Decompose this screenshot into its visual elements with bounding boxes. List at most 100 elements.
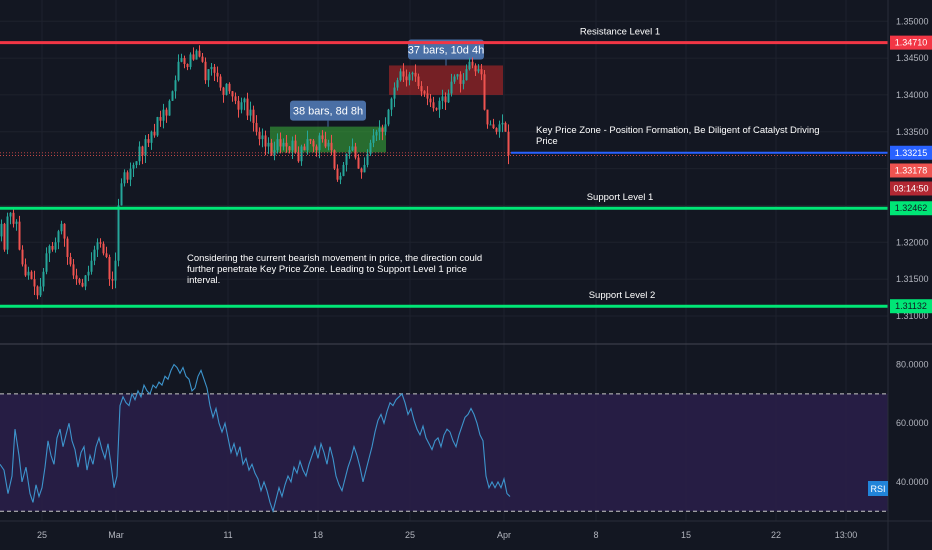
candle-body <box>276 139 279 151</box>
candle-body <box>420 86 423 92</box>
candle-body <box>237 100 240 110</box>
candle-body <box>156 117 159 136</box>
rsi-label-box[interactable] <box>868 481 888 496</box>
candle-body <box>102 243 105 254</box>
candle-body <box>189 54 192 67</box>
candle-body <box>0 223 3 237</box>
candle-body <box>105 253 108 258</box>
candle-body <box>234 96 237 101</box>
candle-body <box>180 58 183 62</box>
date-tick-label: 25 <box>37 530 47 540</box>
rsi-axis[interactable]: 80.0000 60.0000 40.0000 <box>896 360 929 487</box>
candle-body <box>33 279 36 287</box>
support-2-tag <box>890 299 932 314</box>
candle-body <box>12 212 15 224</box>
candle-body <box>123 172 126 184</box>
candle-body <box>297 152 300 162</box>
candles <box>0 45 510 300</box>
candle-body <box>153 131 156 136</box>
candle-body <box>360 168 363 173</box>
note-line-3: interval. <box>187 275 220 286</box>
candle-body <box>354 146 357 158</box>
candle-body <box>222 87 225 95</box>
candle-body <box>381 128 384 132</box>
candle-body <box>84 275 87 287</box>
candle-body <box>216 72 219 77</box>
candle-body <box>72 264 75 276</box>
candle-body <box>411 72 414 75</box>
candle-body <box>426 93 429 99</box>
candle-body <box>165 109 168 116</box>
date-tick-label: Mar <box>108 530 124 540</box>
price-tick-label: 1.35000 <box>896 16 929 26</box>
candle-body <box>183 58 186 64</box>
candle-body <box>372 135 375 143</box>
current-price-tag <box>890 163 932 178</box>
countdown-tag <box>890 181 932 196</box>
note-line-2: further penetrate Key Price Zone. Leadin… <box>187 264 467 275</box>
candle-body <box>384 124 387 132</box>
candle-body <box>18 221 21 250</box>
candle-body <box>225 83 228 95</box>
candle-body <box>228 83 231 92</box>
time-axis[interactable]: 25 Mar 11 18 25 Apr 8 15 22 13:00 <box>37 530 857 540</box>
candle-body <box>243 98 246 103</box>
candle-body <box>486 109 489 125</box>
candle-body <box>339 175 342 180</box>
price-tick-label: 1.34000 <box>896 90 929 100</box>
candle-body <box>324 139 327 147</box>
candle-body <box>240 102 243 110</box>
candle-body <box>168 100 171 116</box>
candle-body <box>150 131 153 143</box>
support-1-tag-label: 1.32462 <box>895 203 928 213</box>
candle-body <box>66 238 69 258</box>
date-tick-label: 22 <box>771 530 781 540</box>
candle-body <box>30 271 33 280</box>
candle-body <box>42 271 45 287</box>
candle-body <box>321 135 324 140</box>
candle-body <box>441 96 444 101</box>
support-1-label: Support Level 1 <box>587 192 654 203</box>
candle-body <box>246 98 249 116</box>
range-red-bubble[interactable] <box>408 39 484 60</box>
candle-body <box>81 282 84 287</box>
candle-body <box>60 223 63 232</box>
candle-body <box>21 249 24 265</box>
candle-body <box>288 146 291 151</box>
price-tick-label: 1.31500 <box>896 274 929 284</box>
candle-body <box>282 142 285 147</box>
candle-body <box>303 146 306 151</box>
support-2-tag-label: 1.31132 <box>895 301 927 311</box>
price-tick-label: 1.33500 <box>896 127 929 137</box>
price-tags: 1.34710 1.32462 1.31132 1.33215 1.33178 03:14… <box>890 35 932 314</box>
candle-body <box>249 109 252 116</box>
candle-body <box>456 74 459 77</box>
candle-body <box>51 245 54 250</box>
date-tick-label: 18 <box>313 530 323 540</box>
candle-body <box>357 157 360 169</box>
candle-body <box>126 172 129 180</box>
levels[interactable]: Resistance Level 1 Support Level 1 Support… <box>0 27 888 308</box>
candle-body <box>399 71 402 81</box>
candle-body <box>177 61 180 81</box>
range-green-bubble[interactable] <box>290 100 366 121</box>
candle-body <box>279 139 282 147</box>
candle-body <box>471 61 474 66</box>
candle-body <box>186 63 189 67</box>
candle-body <box>504 122 507 132</box>
key-zone-tag-label: 1.33215 <box>895 148 928 158</box>
candle-body <box>363 164 366 173</box>
candle-body <box>144 139 147 156</box>
candle-body <box>408 74 411 81</box>
candle-body <box>261 135 264 140</box>
candle-body <box>300 146 303 162</box>
candle-body <box>447 93 450 103</box>
candle-body <box>432 102 435 109</box>
resistance-1-label: Resistance Level 1 <box>580 27 660 38</box>
candle-body <box>369 142 372 154</box>
candle-body <box>294 140 297 153</box>
candle-body <box>252 109 255 123</box>
date-tick-label: 11 <box>223 530 232 540</box>
candle-body <box>438 100 441 110</box>
